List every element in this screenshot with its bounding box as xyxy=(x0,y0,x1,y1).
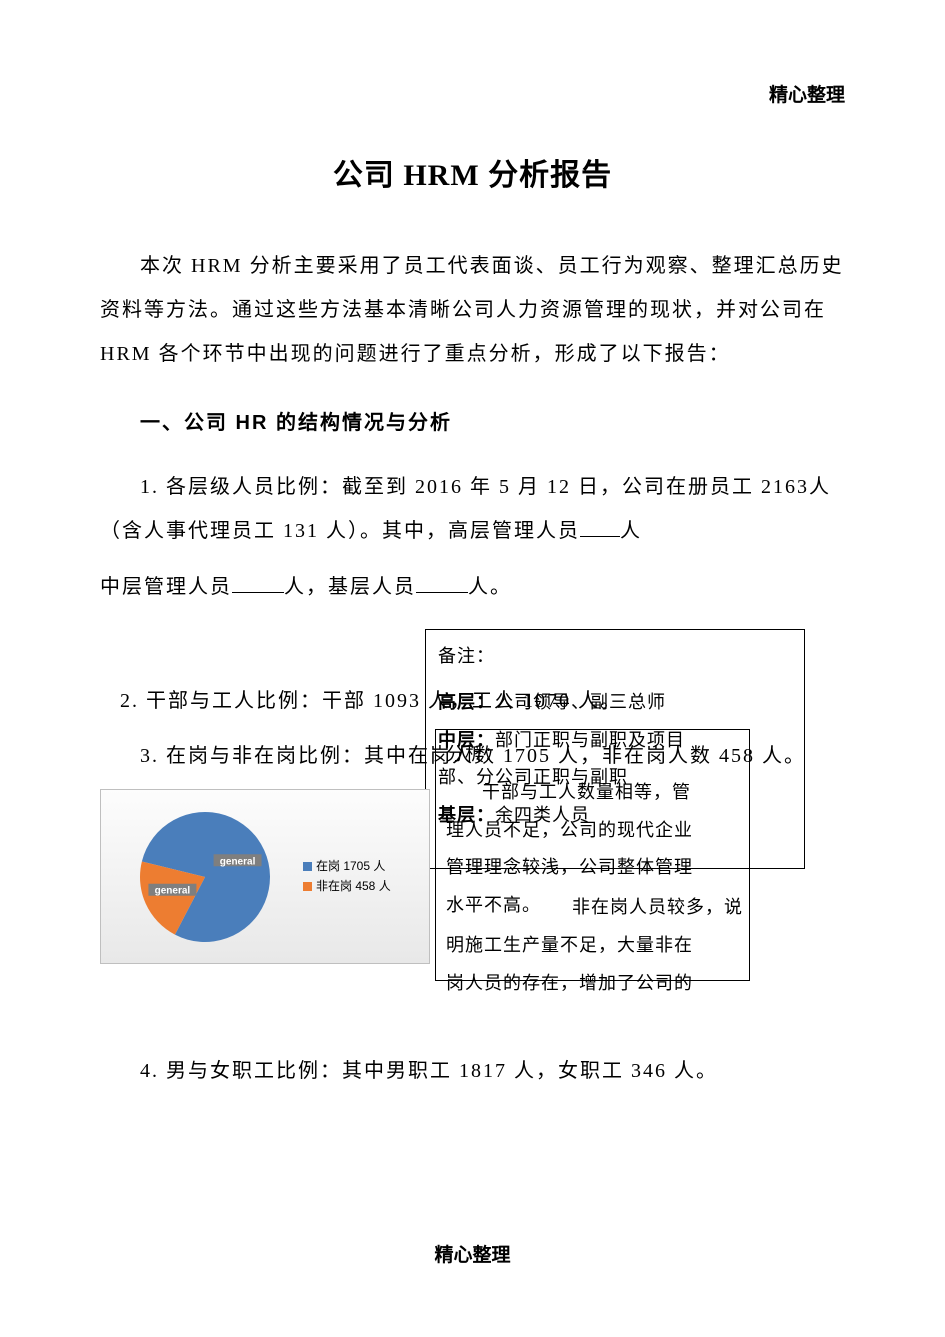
note-title: 备注： xyxy=(438,638,792,676)
document-page: 精心整理 公司 HRM 分析报告 本次 HRM 分析主要采用了员工代表面谈、员工… xyxy=(0,0,945,1337)
legend-item: 在岗 1705 人 xyxy=(303,857,391,876)
note-high-label: 高层： xyxy=(438,692,495,712)
pie-svg: general general xyxy=(115,789,295,964)
pie-slice-label: general xyxy=(155,886,191,897)
chart-legend: 在岗 1705 人非在岗 458 人 xyxy=(303,857,391,895)
note-high-text: 公司领导、副三总师 xyxy=(495,692,666,712)
analysis-l5: 非在岗人员较多，说 xyxy=(536,889,829,927)
p1-text-b: 人 xyxy=(620,520,642,542)
note-box: 备注： 高层：公司领导、副三总师 中层：部门正职与副职及项目 部、分公司正职与副… xyxy=(425,629,805,869)
pie-slice-label: general xyxy=(220,856,256,867)
paragraph-4: 4. 男与女职工比例：其中男职工 1817 人，女职工 346 人。 xyxy=(100,1049,845,1093)
header-watermark: 精心整理 xyxy=(769,80,845,107)
blank-mid xyxy=(232,573,284,593)
analysis-l6: 明施工生产量不足，大量非在 xyxy=(446,927,739,965)
note-base-label: 基层： xyxy=(438,805,495,825)
legend-swatch xyxy=(303,882,312,891)
footer-watermark: 精心整理 xyxy=(0,1240,945,1267)
p1-text-c: 中层管理人员 xyxy=(100,576,232,598)
analysis-l7: 岗人员的存在，增加了公司的 xyxy=(446,965,739,1003)
note-mid-text: 部门正职与副职及项目 xyxy=(495,730,685,750)
overlap-region: 2. 干部与工人比例：干部 1093 人，工人 1070 人。 3. 在岗与非在… xyxy=(100,629,845,1009)
intro-paragraph: 本次 HRM 分析主要采用了员工代表面谈、员工行为观察、整理汇总历史资料等方法。… xyxy=(100,244,845,376)
paragraph-1a: 1. 各层级人员比例：截至到 2016 年 5 月 12 日，公司在册员工 21… xyxy=(100,465,845,553)
blank-base xyxy=(416,573,468,593)
legend-item: 非在岗 458 人 xyxy=(303,877,391,896)
blank-senior xyxy=(580,517,620,537)
note-mid-label: 中层： xyxy=(438,730,495,750)
pie-chart: general general 在岗 1705 人非在岗 458 人 xyxy=(100,789,430,964)
p1-text-d: 人，基层人员 xyxy=(284,576,416,598)
p1-text-e: 人。 xyxy=(468,576,512,598)
note-base: 基层：余四类人员 xyxy=(438,797,792,835)
document-title: 公司 HRM 分析报告 xyxy=(100,150,845,194)
paragraph-1b: 中层管理人员 人，基层人员 人。 xyxy=(100,565,845,609)
section-1-heading: 一、公司 HR 的结构情况与分析 xyxy=(100,406,845,435)
legend-label: 在岗 1705 人 xyxy=(316,857,385,876)
note-high: 高层：公司领导、副三总师 xyxy=(438,684,792,722)
note-base-text: 余四类人员 xyxy=(495,805,590,825)
p1-text-a: 1. 各层级人员比例：截至到 2016 年 5 月 12 日，公司在册员工 21… xyxy=(100,476,831,542)
legend-swatch xyxy=(303,862,312,871)
legend-label: 非在岗 458 人 xyxy=(316,877,391,896)
note-mid: 中层：部门正职与副职及项目 xyxy=(438,722,792,760)
note-mid2: 部、分公司正职与副职 xyxy=(438,759,792,797)
